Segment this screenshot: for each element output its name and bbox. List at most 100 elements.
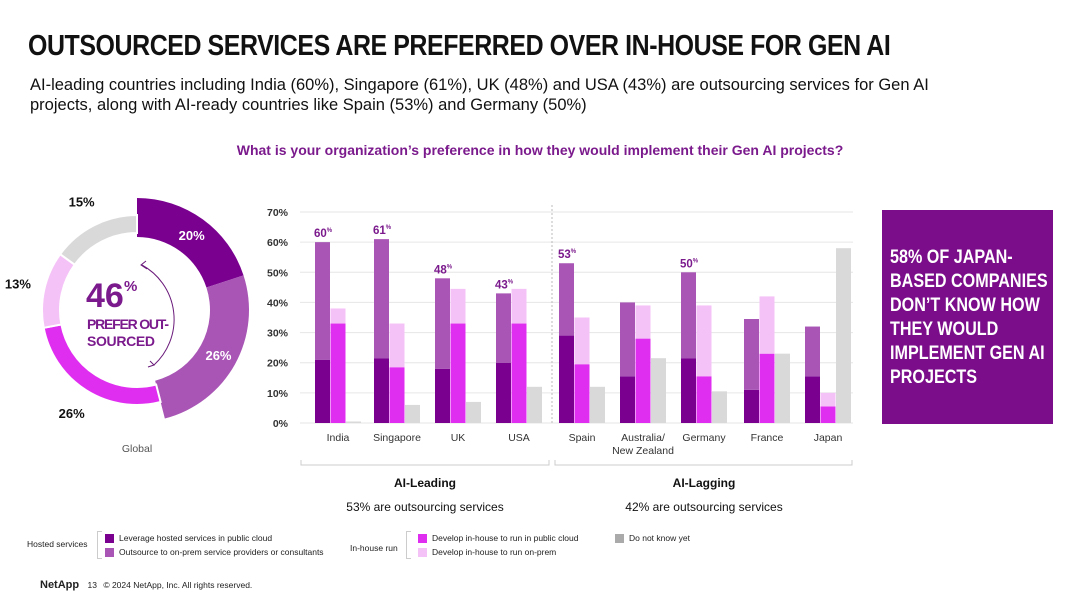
bar-inhouse_cloud [330,323,346,423]
page-number: 13 [87,580,97,590]
callout-text: 58% OF JAPAN-BASED COMPANIES DON’T KNOW … [890,247,1048,388]
x-tick-label: Germany [682,432,726,444]
donut-center-pct: % [124,278,137,295]
netapp-logo: NetApp [40,579,80,591]
global-donut-chart: 20% 26% 26% 13% 15% 46 % PREFER OUT- SOURCED… [5,195,249,455]
bar-inhouse_cloud [820,406,836,423]
legend-swatch [615,534,624,544]
data-label: 48% [434,264,453,276]
country-bar-chart: 0% 10% 20% 30% 40% 50% 60% 70% India Singapore UK U… [267,205,853,466]
donut-label-inhouse_onprem: 13% [5,276,31,291]
bar-outsource [435,278,450,369]
page-title: OUTSOURCED SERVICES ARE PREFERRED OVER I… [28,30,891,62]
group-bracket [554,460,853,466]
legend-swatch [418,534,427,544]
x-tick-label: Singapore [373,432,421,444]
bar-dont_know [775,353,790,423]
donut-center-value: 46 [86,277,124,315]
data-label-sup: % [327,228,333,234]
donut-slice-inhouse_onprem [41,252,77,329]
bar-inhouse_onprem [330,308,346,324]
x-tick-label: France [751,432,784,444]
legend-item-inhouse-onprem: Develop in-house to run on-prem [418,547,557,558]
bar-leverage [744,389,759,423]
bar-leverage [315,359,330,423]
legend-item-inhouse-cloud: Develop in-house to run in public cloud [418,533,579,544]
bar-inhouse_cloud [574,364,590,423]
legend-text: Leverage hosted services in public cloud [119,533,273,543]
bar-outsource [744,319,759,390]
bar-outsource [374,239,389,359]
bar-outsource [681,272,696,359]
legend-item-leverage: Leverage hosted services in public cloud [105,533,273,544]
legend-swatch [105,534,114,544]
bar-dont_know [836,248,851,423]
legend-bracket [406,531,411,559]
legend-inhouse-label: In-house run [350,543,398,553]
bar-inhouse_onprem [574,317,590,365]
data-label-sup: % [571,249,577,255]
bar-dont_know [466,401,481,423]
donut-label-dont_know: 15% [69,195,95,209]
bar-leverage [805,376,820,423]
legend-text: Outsource to on-prem service providers o… [119,547,324,557]
bar-inhouse_cloud [759,353,775,423]
legend-swatch [105,548,114,558]
donut-slice-dont_know [58,213,138,267]
data-label: 50% [680,258,699,270]
legend-text: Develop in-house to run in public cloud [432,533,579,543]
donut-title: Global [122,443,152,455]
subtitle: AI-leading countries including India (60… [30,76,929,114]
y-tick-label: 50% [267,267,289,279]
data-label: 60% [314,228,333,240]
japan-callout: 58% OF JAPAN-BASED COMPANIES DON’T KNOW … [882,210,1053,424]
bar-inhouse_cloud [511,323,527,423]
x-tick-label: Australia/ [621,432,665,444]
bar-inhouse_onprem [450,288,466,324]
bar-inhouse_onprem [511,288,527,324]
bar-inhouse_onprem [759,296,775,354]
bar-inhouse_onprem [635,305,651,339]
footer: NetApp 13 © 2024 NetApp, Inc. All rights… [40,579,252,591]
bar-leverage [374,358,389,423]
bar-inhouse_onprem [389,323,405,368]
bar-dont_know [527,386,542,423]
group-note-ai-leading: 53% are outsourcing services [346,500,504,514]
group-bracket [300,460,550,466]
data-label: 53% [558,249,577,261]
x-tick-label: USA [508,432,530,444]
group-label-ai-lagging: AI-Lagging [672,476,736,490]
legend-text: Develop in-house to run on-prem [432,547,557,557]
bar-inhouse_cloud [696,376,712,423]
donut-label-inhouse_cloud: 26% [59,406,85,421]
bar-inhouse_onprem [696,305,712,377]
bar-dont_know [405,404,420,423]
y-tick-label: 30% [267,328,289,340]
x-tick-label: India [327,432,350,444]
data-label-sup: % [508,279,514,285]
x-tick-label: UK [451,432,466,444]
bar-inhouse_cloud [635,338,651,423]
legend-text: Do not know yet [629,533,690,543]
donut-slice-leverage [137,198,244,288]
y-tick-label: 70% [267,207,289,219]
bar-inhouse_onprem [820,392,836,407]
y-tick-label: 20% [267,358,289,370]
donut-arrow [141,264,175,366]
bar-leverage [681,358,696,423]
arrowhead-icon [140,260,155,368]
data-label: 43% [495,279,514,291]
donut-slice-outsource [155,275,249,419]
donut-center-line2: SOURCED [87,333,155,349]
legend-item-dont-know: Do not know yet [615,533,690,544]
y-tick-label: 10% [267,388,289,400]
survey-question: What is your organization’s preference i… [236,142,844,158]
data-label-sup: % [386,225,392,231]
bar-dont_know [651,358,666,423]
bar-outsource [496,293,511,363]
donut-label-leverage: 20% [179,228,205,243]
legend-bracket [97,531,102,559]
bar-outsource [559,263,574,336]
y-tick-label: 60% [267,237,289,249]
donut-label-outsource: 26% [205,348,231,363]
